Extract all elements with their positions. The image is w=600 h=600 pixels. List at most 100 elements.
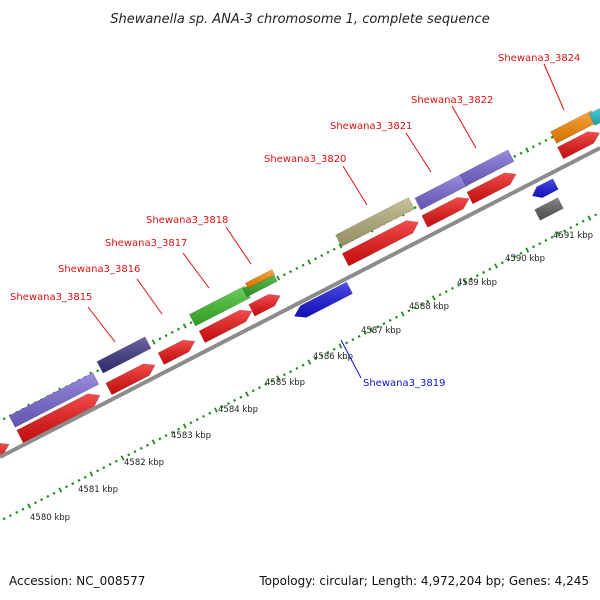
scale-tick [213, 407, 218, 413]
scale-tick [52, 491, 56, 495]
outer-tick [320, 254, 324, 258]
leader-line-3824 [543, 63, 565, 111]
scale-tick [289, 370, 293, 374]
scale-tick [382, 322, 386, 326]
scale-tick [133, 450, 137, 454]
scale-tick [21, 507, 25, 511]
leader-line-3817 [182, 252, 210, 289]
scale-tick [345, 341, 349, 345]
scale-tick [400, 311, 405, 317]
gene-label-3820[interactable]: Shewana3_3820 [264, 154, 346, 165]
leader-line-3821 [405, 132, 432, 173]
scale-tick [463, 279, 467, 285]
gene-label-3824[interactable]: Shewana3_3824 [498, 53, 580, 64]
scale-label-4580: 4580 kbp [30, 513, 70, 523]
scale-tick [538, 242, 542, 246]
scale-tick [326, 350, 330, 354]
gene-bar-3823[interactable] [534, 197, 564, 221]
outer-tick [177, 327, 181, 331]
outer-tick [307, 259, 312, 265]
gene-label-3819[interactable]: Shewana3_3819 [363, 378, 445, 389]
scale-tick [525, 247, 530, 253]
scale-tick [46, 494, 50, 498]
scale-tick [151, 439, 156, 445]
scale-tick [2, 517, 6, 521]
scale-tick [500, 261, 504, 265]
scale-tick [208, 411, 212, 415]
scale-tick [89, 471, 94, 477]
scale-tick [282, 373, 286, 377]
gene-label-3822[interactable]: Shewana3_3822 [411, 95, 493, 106]
scale-label-4584: 4584 kbp [218, 405, 258, 415]
scale-tick [170, 430, 174, 434]
scale-label-4591: 4591 kbp [553, 231, 593, 241]
leader-line-3815 [87, 306, 116, 343]
outer-tick [332, 247, 336, 251]
outer-tick [538, 142, 542, 146]
scale-tick [71, 482, 75, 486]
scale-tick [164, 434, 168, 438]
scale-tick [363, 331, 367, 335]
scale-tick [226, 402, 230, 406]
scale-tick [83, 475, 87, 479]
outer-tick [531, 145, 535, 149]
scale-tick [457, 283, 461, 287]
scale-tick [320, 354, 324, 358]
scale-label-4588: 4588 kbp [409, 302, 449, 312]
scale-tick [40, 498, 44, 502]
scale-tick [251, 389, 255, 393]
scale-tick [15, 510, 19, 514]
scale-tick [195, 418, 199, 422]
scale-tick [270, 379, 274, 383]
scale-tick [245, 391, 249, 397]
outer-tick [2, 417, 6, 421]
accession-text: Accession: NC_008577 [9, 574, 145, 588]
scale-tick [581, 219, 585, 223]
scale-tick [158, 437, 162, 441]
scale-tick [102, 466, 106, 470]
scale-label-4585: 4585 kbp [265, 378, 305, 388]
scale-tick [77, 478, 81, 482]
leader-line-3820 [342, 165, 368, 206]
outer-tick [301, 263, 305, 267]
scale-tick [295, 366, 299, 370]
scale-tick [314, 357, 317, 361]
cds-3818[interactable] [248, 293, 281, 317]
scale-tick [58, 487, 63, 493]
scale-tick [332, 347, 336, 351]
scale-tick [507, 258, 510, 262]
scale-label-4586: 4586 kbp [313, 352, 353, 362]
scale-tick [369, 327, 374, 333]
outer-tick [326, 250, 330, 254]
scale-tick [351, 338, 355, 342]
scale-tick [139, 446, 143, 450]
gene-label-3816[interactable]: Shewana3_3816 [58, 264, 140, 275]
map-title: Shewanella sp. ANA-3 chromosome 1, compl… [110, 12, 489, 27]
gene-label-3818[interactable]: Shewana3_3818 [146, 215, 228, 226]
outer-tick [282, 273, 286, 277]
scale-tick [114, 459, 118, 463]
scale-tick [202, 414, 205, 418]
scale-label-4583: 4583 kbp [171, 431, 211, 441]
scale-tick [301, 363, 305, 367]
gene-label-3815[interactable]: Shewana3_3815 [10, 292, 92, 303]
scale-labels: 4580 kbp 4581 kbp 4582 kbp 4583 kbp 4584… [30, 231, 593, 523]
scale-tick [513, 254, 517, 258]
scale-tick [575, 222, 579, 226]
scale-tick [587, 215, 592, 221]
gene-label-leaders [87, 63, 565, 379]
outer-tick [314, 257, 317, 261]
scale-tick [519, 251, 523, 255]
outer-tick [295, 266, 299, 270]
scale-tick [563, 229, 567, 233]
scale-tick [220, 405, 224, 409]
scale-tick [264, 382, 268, 386]
scale-tick [531, 245, 535, 249]
gene-label-3817[interactable]: Shewana3_3817 [105, 238, 187, 249]
outer-tick [544, 138, 548, 142]
scale-tick [145, 443, 149, 447]
gene-label-3821[interactable]: Shewana3_3821 [330, 121, 412, 132]
scale-tick [307, 359, 312, 365]
scale-tick [469, 277, 473, 281]
scale-tick [438, 293, 442, 297]
